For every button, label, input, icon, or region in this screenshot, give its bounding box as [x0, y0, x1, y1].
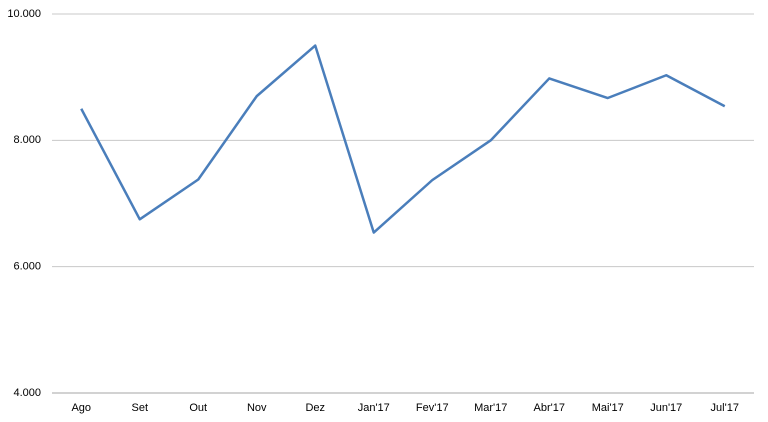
line-series: [80, 44, 726, 234]
y-tick-label: 8.000: [13, 134, 41, 146]
y-tick-label: 10.000: [7, 8, 41, 20]
x-tick-label: Mar'17: [474, 402, 507, 414]
x-tick-label: Jan'17: [358, 402, 390, 414]
x-tick-label: Abr'17: [534, 402, 565, 414]
x-tick-label: Dez: [305, 402, 325, 414]
y-tick-label: 6.000: [13, 261, 41, 273]
x-tick-label: Ago: [71, 402, 91, 414]
x-tick-label: Jul'17: [711, 402, 739, 414]
x-tick-label: Set: [131, 402, 148, 414]
x-tick-label: Out: [189, 402, 207, 414]
x-tick-label: Fev'17: [416, 402, 449, 414]
x-tick-label: Mai'17: [592, 402, 624, 414]
x-tick-label: Nov: [247, 402, 267, 414]
y-tick-label: 4.000: [13, 387, 41, 399]
x-tick-label: Jun'17: [650, 402, 682, 414]
